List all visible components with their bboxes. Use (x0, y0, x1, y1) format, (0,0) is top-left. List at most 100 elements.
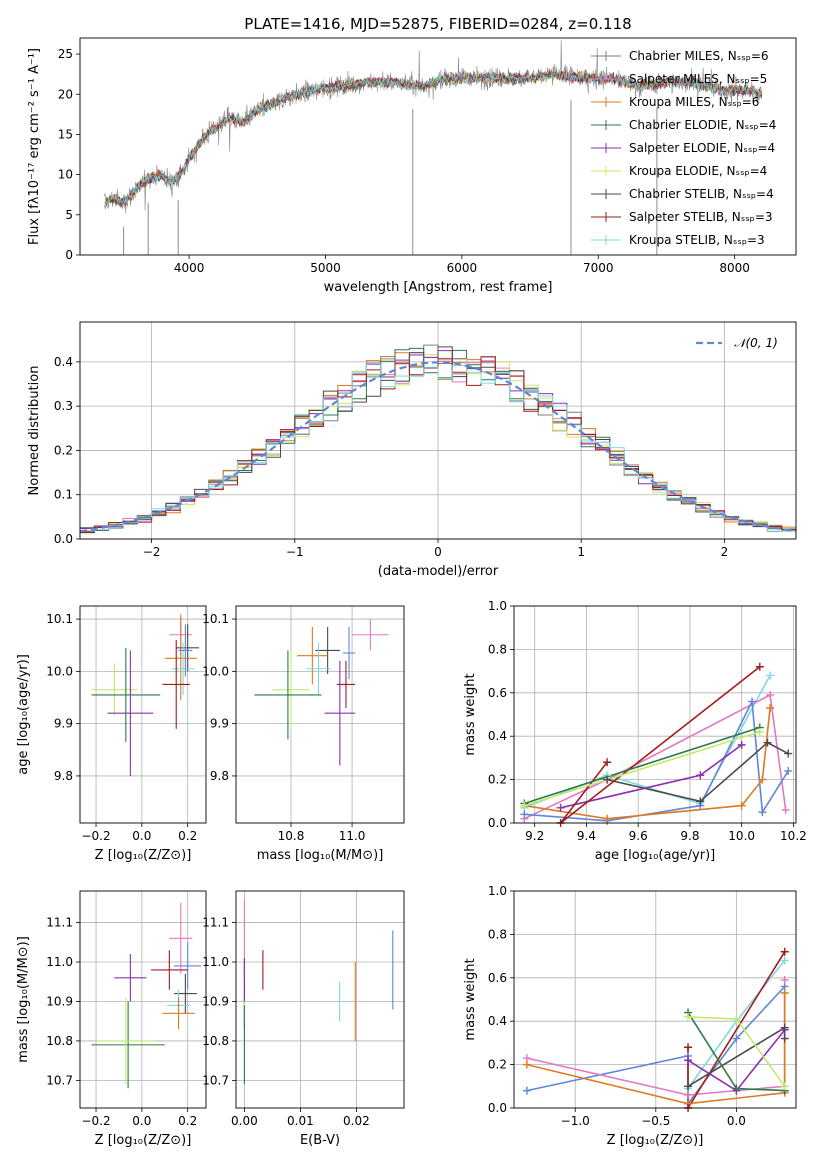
y-tick-label: 25 (58, 47, 73, 61)
axes-frame (79, 605, 207, 824)
weight-marker (737, 801, 746, 810)
weight-marker (732, 1015, 741, 1024)
weight-line-3 (526, 993, 786, 1105)
x-tick-label: −1.0 (561, 1114, 590, 1128)
model-line-6 (105, 69, 762, 205)
weight-marker (784, 766, 793, 775)
x-tick-label: 10.8 (278, 829, 305, 843)
x-tick-label: 6000 (447, 261, 478, 275)
y-tick-label: 10.7 (202, 1073, 229, 1087)
y-tick-label: 11.0 (202, 955, 229, 969)
weight-marker (520, 801, 529, 810)
x-tick-label: 8000 (719, 261, 750, 275)
x-tick-label: −0.2 (81, 829, 110, 843)
histogram-9 (80, 363, 796, 532)
y-tick-label: 0.8 (488, 642, 507, 656)
x-axis-label: Z [log₁₀(Z/Z⊙)] (95, 848, 192, 863)
y-tick-label: 1.0 (488, 599, 507, 613)
panel-3: −0.2 0.0 0.2 9.8 9.9 10.0 10.1 Z [log₁₀(Z/Z⊙)] a… (16, 605, 207, 863)
model-line-8 (106, 68, 763, 207)
x-axis-label: mass [log₁₀(M/M⊙)] (257, 848, 384, 863)
y-tick-label: 0 (65, 248, 73, 262)
weight-marker (766, 671, 775, 680)
plot-area (91, 902, 202, 1089)
axes-frame (79, 890, 207, 1109)
legend-label: Chabrier ELODIE, Nₛₛₚ=4 (629, 118, 776, 132)
weight-marker (748, 697, 757, 706)
x-axis-label: (data-model)/error (378, 564, 499, 579)
y-tick-label: 11.1 (202, 916, 229, 930)
weight-marker (780, 947, 789, 956)
legend-label: Kroupa STELIB, Nₛₛₚ=3 (629, 233, 765, 247)
y-tick-label: 10.0 (202, 664, 229, 678)
x-tick-label: 1 (577, 545, 585, 559)
weight-marker (780, 975, 789, 984)
x-tick-label: 7000 (583, 261, 614, 275)
x-axis-label: wavelength [Angstrom, rest frame] (324, 280, 553, 295)
x-tick-label: 5000 (310, 261, 341, 275)
weight-marker (522, 1060, 531, 1069)
y-tick-label: 0.4 (488, 1014, 507, 1028)
weight-marker (784, 749, 793, 758)
plot-area (80, 344, 796, 534)
x-tick-label: 2 (721, 545, 729, 559)
plot-area (254, 619, 389, 766)
weight-marker (696, 771, 705, 780)
weight-line-5 (687, 951, 786, 1108)
axes-frame (235, 605, 405, 824)
y-axis-label: Normed distribution (27, 366, 42, 496)
y-tick-label: 11.1 (46, 916, 73, 930)
y-tick-label: 10.8 (202, 1034, 229, 1048)
y-tick-label: 10.9 (202, 994, 229, 1008)
y-axis-label: mass weight (463, 958, 478, 1040)
y-axis-label: mass weight (463, 673, 478, 755)
x-tick-label: 11.0 (339, 829, 366, 843)
legend: Chabrier MILES, Nₛₛₚ=6 Salpeter MILES, Nₛ… (591, 49, 776, 247)
x-axis-label: age [log₁₀(age/yr)] (595, 848, 716, 863)
weight-marker (781, 805, 790, 814)
y-tick-label: 0.6 (488, 971, 507, 985)
weight-marker (684, 1012, 693, 1021)
weight-marker (780, 956, 789, 965)
y-tick-label: 0.4 (54, 355, 73, 369)
y-tick-label: 5 (65, 208, 73, 222)
x-tick-label: 0.2 (178, 829, 197, 843)
x-tick-label: 0.2 (178, 1114, 197, 1128)
y-tick-label: 0.4 (488, 729, 507, 743)
y-tick-label: 15 (58, 127, 73, 141)
weight-marker (780, 1034, 789, 1043)
panel-2: −2 −1 0 1 2 0.0 0.1 0.2 0.3 0.4 𝒩(0, 1) (data-model… (27, 321, 797, 579)
plot-area (243, 898, 394, 1085)
y-tick-label: 9.8 (210, 769, 229, 783)
legend-label: 𝒩(0, 1) (734, 336, 778, 350)
panel-8: −1.0 −0.5 0.0 0.0 0.2 0.4 0.6 0.8 1.0 Z [log₁₀(Z/… (463, 884, 797, 1148)
axes-frame (79, 37, 797, 256)
weight-marker (603, 814, 612, 823)
panel-7: 0.00 0.01 0.02 10.7 10.8 10.9 11.0 11.1 E(B-V) (202, 890, 405, 1148)
x-tick-label: 10.0 (728, 829, 755, 843)
y-tick-label: 10.1 (202, 612, 229, 626)
x-tick-label: 9.6 (629, 829, 648, 843)
weight-marker (732, 1034, 741, 1043)
axes-frame (513, 890, 797, 1109)
x-tick-label: −1 (286, 545, 304, 559)
x-axis-label: E(B-V) (300, 1133, 340, 1148)
y-tick-label: 0.2 (54, 443, 73, 457)
y-tick-label: 0.8 (488, 927, 507, 941)
x-tick-label: −2 (143, 545, 161, 559)
weight-line-9 (524, 731, 761, 807)
legend-label: Chabrier MILES, Nₛₛₚ=6 (629, 49, 769, 63)
weight-marker (556, 803, 565, 812)
weight-marker (684, 1043, 693, 1052)
plot-area (104, 39, 763, 255)
x-tick-label: 0.01 (287, 1114, 314, 1128)
weight-marker (684, 1056, 693, 1065)
legend-label: Kroupa ELODIE, Nₛₛₚ=4 (629, 164, 767, 178)
y-tick-label: 0.0 (54, 532, 73, 546)
weight-marker (766, 703, 775, 712)
y-tick-label: 9.9 (54, 717, 73, 731)
y-tick-label: 0.6 (488, 686, 507, 700)
weight-marker (732, 1084, 741, 1093)
weight-marker (755, 662, 764, 671)
x-tick-label: 0.02 (343, 1114, 370, 1128)
